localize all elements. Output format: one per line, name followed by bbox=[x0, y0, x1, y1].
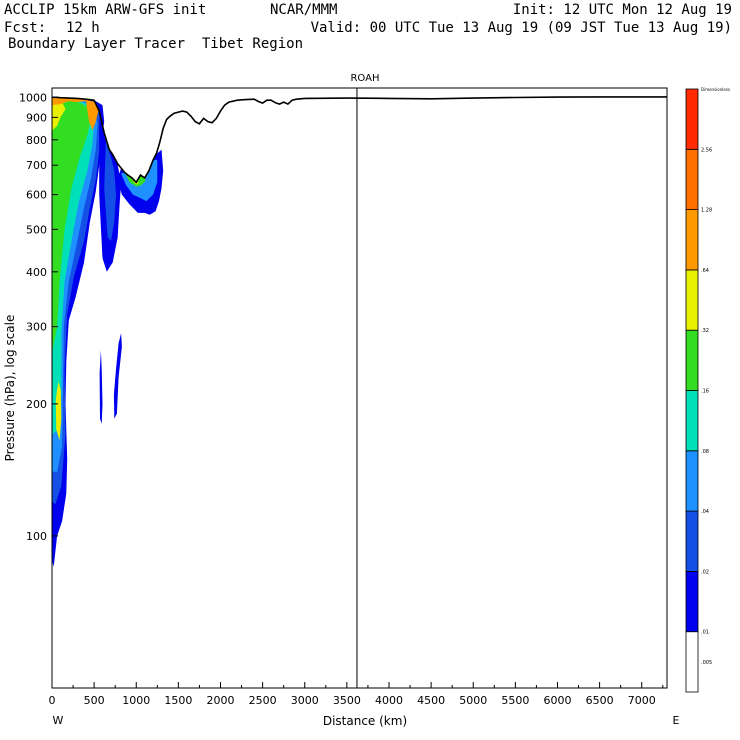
colorbar-label: .08 bbox=[701, 449, 709, 455]
y-tick-label: 900 bbox=[26, 111, 47, 124]
colorbar-swatch bbox=[685, 510, 699, 572]
y-axis: 100 200 300 400 500 600 700 800 900 1000 bbox=[19, 91, 58, 543]
colorbar-swatch bbox=[685, 88, 699, 150]
colorbar-label: .04 bbox=[701, 509, 709, 515]
x-tick-label: 3000 bbox=[291, 694, 319, 707]
x-tick-label: 2500 bbox=[249, 694, 277, 707]
tracer-region-13 bbox=[52, 99, 66, 131]
y-tick-label: 400 bbox=[26, 266, 47, 279]
colorbar-label: .16 bbox=[701, 389, 709, 395]
y-tick-label: 700 bbox=[26, 159, 47, 172]
y-axis-label: Pressure (hPa), log scale bbox=[3, 315, 17, 462]
tracer-fill-layer bbox=[52, 97, 164, 567]
colorbar-label: 2.56 bbox=[701, 147, 712, 153]
tracer-region-16 bbox=[55, 381, 62, 441]
colorbar-label: .64 bbox=[701, 268, 709, 274]
colorbar-swatch bbox=[685, 450, 699, 512]
colorbar-swatch bbox=[685, 631, 699, 693]
colorbar-swatch bbox=[685, 329, 699, 391]
product-title: Boundary Layer Tracer Tibet Region bbox=[8, 36, 304, 52]
colorbar-label: .01 bbox=[701, 630, 709, 636]
plot-frame bbox=[51, 87, 668, 689]
colorbar-title: Dimensionless bbox=[701, 87, 730, 92]
x-tick-label: 1500 bbox=[164, 694, 192, 707]
forecast-label: Fcst: bbox=[4, 20, 47, 36]
x-tick-label: 2000 bbox=[206, 694, 234, 707]
init-time: Init: 12 UTC Mon 12 Aug 19 bbox=[512, 2, 732, 18]
colorbar-label: 1.28 bbox=[701, 208, 712, 214]
x-axis: 0 500 1000 1500 2000 2500 3000 3500 4000 4500 5000… bbox=[49, 682, 664, 707]
x-tick-label: 6000 bbox=[543, 694, 571, 707]
x-end-left-label: W bbox=[53, 714, 64, 727]
x-tick-label: 3500 bbox=[333, 694, 361, 707]
y-tick-label: 300 bbox=[26, 321, 47, 334]
colorbar-label: .32 bbox=[701, 328, 709, 334]
colorbar-swatch bbox=[685, 148, 699, 211]
x-tick-label: 5000 bbox=[459, 694, 487, 707]
x-tick-label: 0 bbox=[49, 694, 56, 707]
y-tick-label: 100 bbox=[26, 530, 47, 543]
colorbar-swatch bbox=[685, 390, 699, 452]
terrain-line bbox=[52, 96, 667, 184]
x-tick-label: 4000 bbox=[375, 694, 403, 707]
x-tick-label: 1000 bbox=[122, 694, 150, 707]
model-title: ACCLIP 15km ARW-GFS init bbox=[4, 2, 207, 18]
tracer-region-14 bbox=[85, 99, 99, 131]
x-tick-label: 6500 bbox=[586, 694, 614, 707]
y-tick-label: 800 bbox=[26, 134, 47, 147]
colorbar-label: .005 bbox=[701, 660, 712, 666]
y-tick-label: 1000 bbox=[19, 91, 47, 104]
x-tick-label: 7000 bbox=[628, 694, 656, 707]
colorbar-swatch bbox=[685, 209, 699, 271]
tracer-region-6 bbox=[104, 142, 116, 242]
x-tick-label: 5500 bbox=[501, 694, 529, 707]
x-axis-label: Distance (km) bbox=[323, 714, 407, 728]
org-label: NCAR/MMM bbox=[270, 2, 338, 18]
y-tick-label: 600 bbox=[26, 189, 47, 202]
colorbar: .005 .01 .02 .04 .08 .16 .32 .64 1.28 2.56 Dimensi… bbox=[685, 87, 730, 693]
y-tick-label: 500 bbox=[26, 223, 47, 236]
tracer-region-7 bbox=[99, 350, 103, 424]
forecast-value: 12 h bbox=[66, 20, 100, 36]
x-tick-label: 500 bbox=[84, 694, 105, 707]
colorbar-label: .02 bbox=[701, 569, 709, 575]
chart-title: ROAH bbox=[350, 73, 379, 84]
tracer-region-4 bbox=[52, 99, 91, 354]
tracer-region-8 bbox=[113, 333, 122, 419]
valid-time: Valid: 00 UTC Tue 13 Aug 19 (09 JST Tue … bbox=[310, 20, 732, 36]
x-tick-label: 4500 bbox=[417, 694, 445, 707]
y-tick-label: 200 bbox=[26, 398, 47, 411]
x-end-right-label: E bbox=[673, 714, 680, 727]
colorbar-swatch bbox=[685, 269, 699, 331]
colorbar-swatch bbox=[685, 571, 699, 633]
